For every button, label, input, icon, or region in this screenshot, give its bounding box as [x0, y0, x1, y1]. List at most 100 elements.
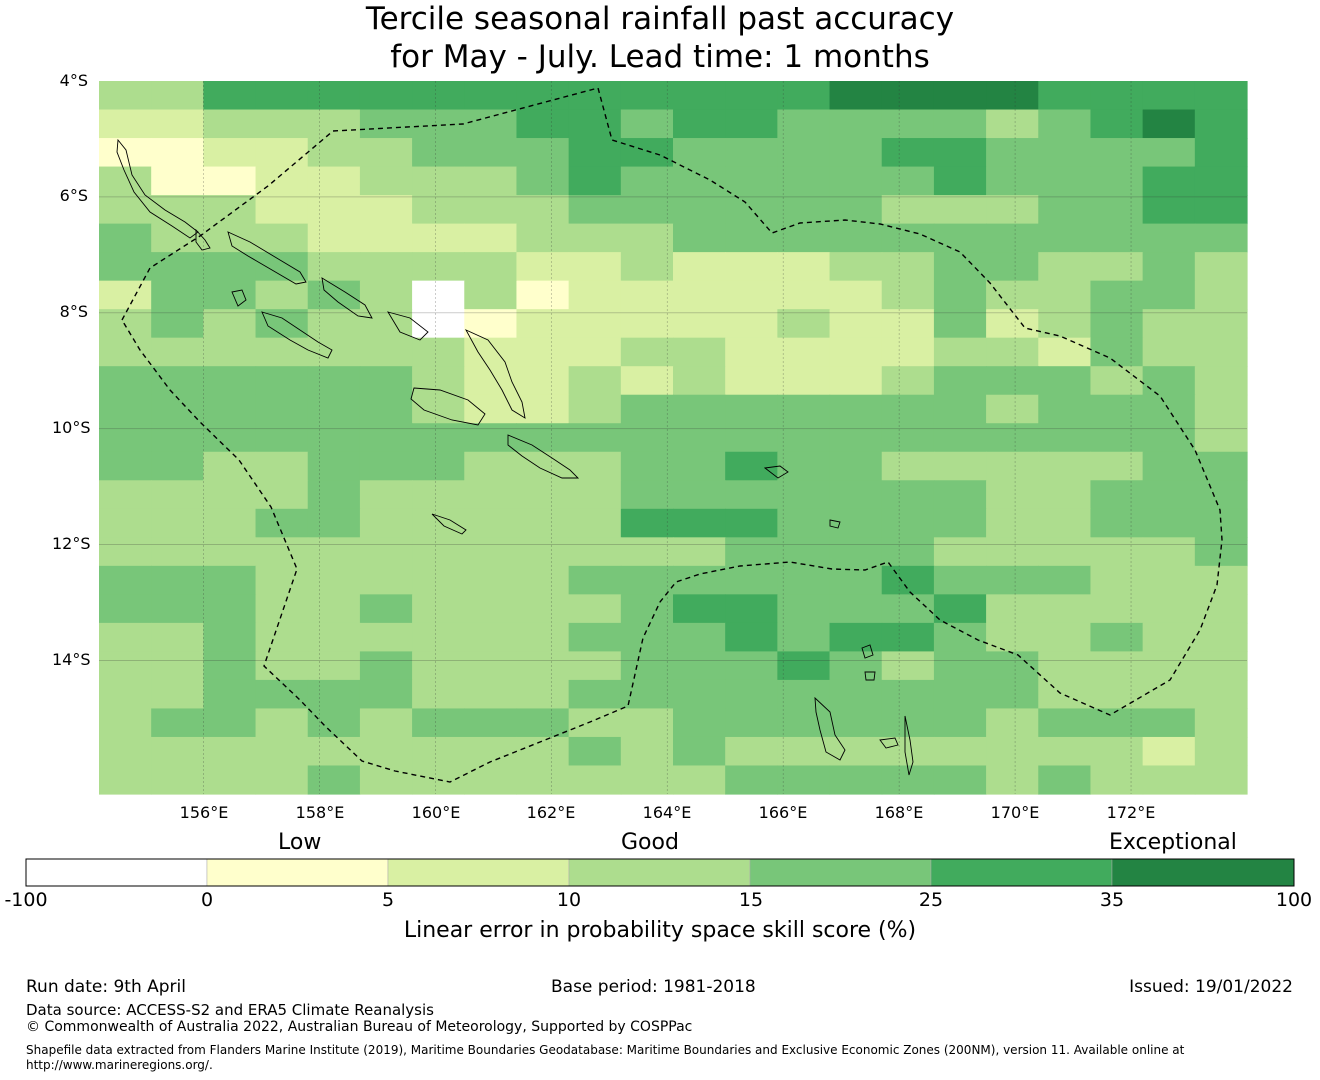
skill-cell [933, 708, 987, 738]
skill-cell [829, 480, 883, 510]
colorbar-swatch [1111, 858, 1295, 887]
skill-cell [203, 280, 257, 310]
skill-cell [673, 109, 726, 139]
skill-cell [725, 480, 778, 510]
skill-cell [99, 594, 152, 624]
skill-cell [881, 480, 935, 510]
skill-cell [464, 81, 518, 111]
skill-cell [1142, 708, 1196, 738]
skill-cell [568, 651, 622, 681]
skill-cell [777, 765, 831, 795]
colorbar-swatch [930, 858, 1113, 887]
skill-cell [359, 166, 413, 196]
skill-cell [307, 679, 361, 710]
lon-label-160e: 160°E [411, 803, 461, 822]
skill-cell [203, 337, 257, 367]
skill-cell [307, 166, 361, 196]
skill-cell [1194, 765, 1248, 795]
skill-cell [986, 81, 1039, 111]
skill-cell [620, 622, 674, 652]
island-outline [861, 644, 874, 659]
skill-cell [777, 708, 831, 738]
skill-cell [412, 109, 465, 139]
skill-cell [412, 195, 465, 225]
skill-cell [464, 394, 518, 424]
skill-cell [1090, 651, 1144, 681]
skill-cell [1142, 138, 1196, 168]
skill-cell [464, 451, 518, 481]
skill-cell [1194, 337, 1248, 367]
skill-cell [1142, 280, 1196, 310]
skill-cell [255, 594, 309, 624]
skill-cell [203, 394, 257, 424]
skill-cell [516, 138, 570, 168]
skill-cell [359, 508, 413, 538]
skill-cell [203, 81, 257, 111]
skill-cell [673, 622, 726, 652]
skill-cell [307, 480, 361, 510]
skill-cell [829, 394, 883, 424]
skill-cell [725, 366, 778, 396]
skill-cell [568, 366, 622, 396]
skill-cell [516, 223, 570, 253]
skill-cell [359, 366, 413, 396]
skill-cell [1090, 109, 1144, 139]
skill-cell [881, 195, 935, 225]
skill-cell [881, 565, 935, 595]
skill-cell [359, 195, 413, 225]
skill-cell [986, 109, 1039, 139]
skill-cell [99, 337, 152, 367]
skill-cell [673, 480, 726, 510]
skill-cell [620, 423, 674, 453]
lon-label-162e: 162°E [526, 803, 576, 822]
skill-cell [568, 423, 622, 453]
skill-cell [99, 537, 152, 567]
skill-cell [516, 109, 570, 139]
skill-cell [1038, 280, 1092, 310]
skill-cell [99, 366, 152, 396]
map-gridlines [99, 81, 1247, 794]
skill-cell [1090, 309, 1144, 339]
skill-cell [464, 537, 518, 567]
skill-cell [1090, 423, 1144, 453]
skill-cell [986, 309, 1039, 339]
skill-cell [412, 537, 465, 567]
skill-cell [1038, 138, 1092, 168]
skill-cell [359, 594, 413, 624]
skill-cell [725, 309, 778, 339]
skill-cell [464, 252, 518, 282]
eez-boundary [121, 87, 1223, 783]
skill-cell [99, 109, 152, 139]
skill-cell [307, 337, 361, 367]
skill-cell [255, 109, 309, 139]
skill-cell [986, 622, 1039, 652]
skill-cell [777, 81, 831, 111]
skill-cell [1194, 480, 1248, 510]
skill-cell [725, 594, 778, 624]
skill-cell [620, 508, 674, 538]
skill-cell [516, 594, 570, 624]
skill-cell [516, 708, 570, 738]
skill-cell [986, 280, 1039, 310]
skill-cell [673, 451, 726, 481]
skill-cell [933, 337, 987, 367]
skill-cell [464, 765, 518, 795]
skill-cell [881, 109, 935, 139]
skill-cell [933, 537, 987, 567]
skill-cell [307, 565, 361, 595]
skill-cell [829, 223, 883, 253]
skill-cell [1142, 81, 1196, 111]
skill-cell [881, 394, 935, 424]
skill-cell [673, 394, 726, 424]
skill-cell [1090, 138, 1144, 168]
skill-cell [829, 366, 883, 396]
colorbar-tick: 25 [918, 889, 944, 911]
skill-cell [725, 537, 778, 567]
skill-cell [933, 508, 987, 538]
skill-cell [1090, 622, 1144, 652]
skill-cell [1090, 765, 1144, 795]
skill-cell [881, 166, 935, 196]
skill-cell [986, 366, 1039, 396]
skill-cell [151, 480, 204, 510]
